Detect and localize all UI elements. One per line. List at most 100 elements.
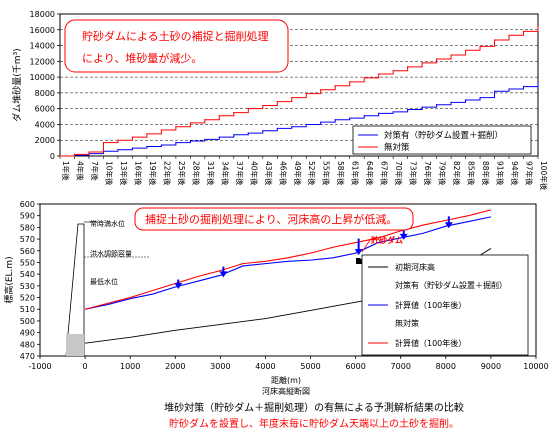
top-series-point-2 xyxy=(160,129,162,131)
top-y-tick-label: 16000 xyxy=(30,26,55,35)
top-series-point-1 xyxy=(117,149,119,151)
top-x-ticks: 1年後 4年後 7年後 10年後 13年後 16年後 19年後 22年後 25年後 28年後 31年… xyxy=(59,156,549,191)
top-series-point-2 xyxy=(175,126,177,128)
bottom-x-tick-label: 1000 xyxy=(120,362,140,371)
top-series-point-1 xyxy=(320,121,322,123)
top-x-tick-label: 67年後 xyxy=(380,161,390,186)
bottom-y-tick-label: 500 xyxy=(20,317,35,326)
bottom-legend-label-1: 初期河床高 xyxy=(395,262,435,272)
top-x-tick-label: 91年後 xyxy=(496,161,506,186)
bottom-arrows xyxy=(174,216,453,290)
bottom-y-tick-label: 570 xyxy=(20,235,35,244)
bottom-series-line-3 xyxy=(84,209,492,310)
top-x-tick-label: 82年後 xyxy=(452,161,462,186)
top-legend: 対策有（貯砂ダム設置＋掘削） 無対策 xyxy=(352,125,532,155)
top-x-tick-label: 40年後 xyxy=(249,161,259,186)
top-x-tick-label: 19年後 xyxy=(148,161,158,186)
top-series-point-1 xyxy=(407,108,409,111)
top-x-tick-label: 73年後 xyxy=(409,161,419,186)
reduction-arrow-head xyxy=(444,222,453,229)
top-series-point-2 xyxy=(421,62,423,64)
top-annotation-line2: により、堆砂量が減少。 xyxy=(82,51,202,65)
footer-line2: 貯砂ダムを設置し、年度末毎に貯砂ダム天端以上の土砂を掘削。 xyxy=(169,417,459,430)
top-x-tick-label: 79年後 xyxy=(438,161,448,186)
bottom-y-tick-label: 590 xyxy=(20,212,35,221)
bottom-caption: 河床高縦断図 xyxy=(262,386,310,396)
top-legend-box xyxy=(352,125,532,155)
top-series-point-2 xyxy=(291,97,293,99)
top-x-tick-label: 70年後 xyxy=(394,161,404,186)
bottom-y-tick-label: 470 xyxy=(20,352,35,361)
top-series-point-2 xyxy=(262,104,264,107)
top-x-tick-label: 34年後 xyxy=(220,161,230,186)
top-series-point-1 xyxy=(493,90,496,92)
bottom-legend: 初期河床高 対策有（貯砂ダム設置＋掘削） 計算値（100年後） 無対策 計算値（… xyxy=(361,254,529,356)
bottom-plot-area xyxy=(39,203,537,357)
top-x-tick-label: 46年後 xyxy=(278,161,288,186)
top-series-point-1 xyxy=(464,99,467,101)
top-x-tick-label: 7年後 xyxy=(90,161,100,181)
bottom-x-tick-label: 9000 xyxy=(481,362,501,371)
top-x-tick-label: 16年後 xyxy=(133,161,143,186)
top-series-point-2 xyxy=(349,81,351,83)
bottom-x-tick-label: -1000 xyxy=(28,362,51,371)
top-series-point-1 xyxy=(146,145,148,148)
top-x-tick-label: 61年後 xyxy=(351,161,361,186)
top-series-line-2 xyxy=(60,26,539,157)
top-x-tick-label: 76年後 xyxy=(423,161,433,186)
top-series-point-1 xyxy=(189,140,191,142)
top-x-tick-label: 55年後 xyxy=(322,161,332,186)
bottom-x-tick-label: 4000 xyxy=(255,362,275,371)
top-series-point-2 xyxy=(305,93,307,95)
top-series-point-2 xyxy=(204,119,206,121)
top-series-point-1 xyxy=(378,112,380,114)
top-x-tick-label: 22年後 xyxy=(162,161,172,186)
top-x-tick-label: 28年後 xyxy=(191,161,201,186)
top-legend-label-2: 無対策 xyxy=(384,142,410,153)
top-series-point-2 xyxy=(450,54,452,56)
bottom-x-ticks: -1000 0 1000 2000 3000 4000 5000 6000 7000 8000 90… xyxy=(28,356,549,371)
sabo-dam-label: 貯砂ダム xyxy=(371,235,403,245)
top-series xyxy=(59,26,539,157)
top-series-point-1 xyxy=(218,136,220,138)
bottom-y-tick-label: 540 xyxy=(20,270,35,279)
bottom-legend-box xyxy=(361,254,529,356)
top-series-point-2 xyxy=(464,49,467,51)
bottom-y-tick-label: 490 xyxy=(20,329,35,338)
top-series-point-2 xyxy=(378,73,380,75)
top-series-point-2 xyxy=(146,133,148,135)
top-y-tick-label: 0 xyxy=(50,152,55,161)
reduction-arrow-head xyxy=(399,233,408,240)
top-y-tick-label: 2000 xyxy=(35,136,55,145)
bottom-y-tick-label: 600 xyxy=(20,200,35,209)
top-series-point-2 xyxy=(407,66,409,68)
bottom-y-tick-label: 480 xyxy=(20,340,35,349)
top-series-point-1 xyxy=(479,97,481,99)
top-y-axis-label: ダム堆砂量(千m³) xyxy=(11,48,23,121)
top-x-tick-label: 31年後 xyxy=(206,161,216,186)
top-x-tick-label: 52年後 xyxy=(307,161,317,186)
bottom-x-tick-label: 7000 xyxy=(391,362,411,371)
bottom-x-tick-label: 2000 xyxy=(165,362,185,371)
top-series-point-1 xyxy=(392,111,394,113)
top-series-point-2 xyxy=(334,85,336,87)
top-series-point-2 xyxy=(436,58,438,60)
top-x-tick-label: 25年後 xyxy=(177,161,187,186)
reduction-arrow-head xyxy=(219,271,228,278)
top-x-tick-label: 85年後 xyxy=(467,161,477,186)
bottom-y-tick-label: 550 xyxy=(20,258,35,267)
top-series-point-1 xyxy=(522,85,525,88)
top-series-point-2 xyxy=(73,153,76,156)
top-y-tick-label: 12000 xyxy=(30,57,55,66)
bottom-x-tick-label: 3000 xyxy=(210,362,230,371)
top-series-point-1 xyxy=(363,115,365,117)
top-series-point-1 xyxy=(160,144,162,146)
top-x-tick-label: 10年後 xyxy=(104,161,114,186)
top-series-point-1 xyxy=(450,101,452,103)
dam-base-hatch xyxy=(66,334,84,356)
top-series-point-2 xyxy=(392,70,394,72)
top-annotation-line1: 貯砂ダムによる土砂の補捉と掘削処理 xyxy=(82,29,269,43)
bottom-legend-label-2: 対策有（貯砂ダム設置＋掘削） xyxy=(395,280,507,290)
top-series-point-1 xyxy=(131,147,134,149)
top-series-point-2 xyxy=(320,89,322,91)
